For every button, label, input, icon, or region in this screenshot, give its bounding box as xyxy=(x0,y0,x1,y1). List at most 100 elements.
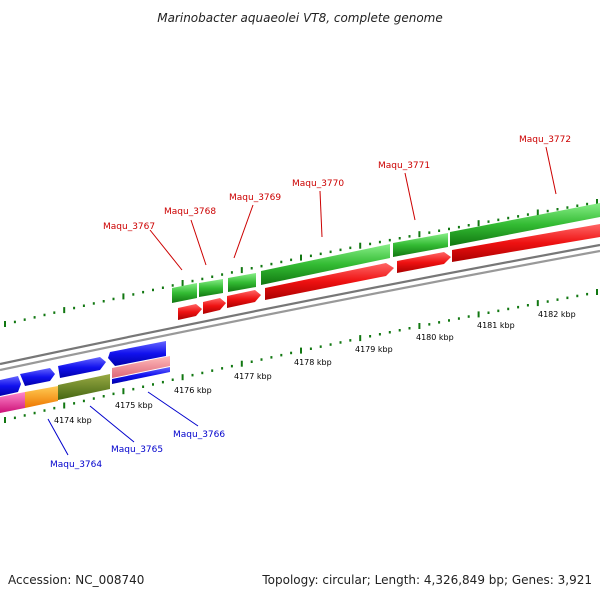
minor-tick xyxy=(369,242,372,246)
gene-block[interactable] xyxy=(172,283,197,303)
gene-block[interactable] xyxy=(203,298,226,314)
minor-tick xyxy=(566,206,569,209)
minor-tick xyxy=(270,356,273,359)
reverse-genes xyxy=(178,224,600,320)
gene-label-maqu-3771[interactable]: Maqu_3771 xyxy=(378,161,430,171)
major-tick xyxy=(240,267,243,274)
gene-label-maqu-3766[interactable]: Maqu_3766 xyxy=(173,430,225,440)
gene-block[interactable] xyxy=(20,368,55,386)
genome-backbone xyxy=(0,243,600,372)
minor-tick xyxy=(221,367,224,370)
minor-tick xyxy=(230,271,233,274)
minor-tick xyxy=(546,300,549,303)
gene-block[interactable] xyxy=(261,244,390,285)
gene-label-maqu-3764[interactable]: Maqu_3764 xyxy=(50,460,102,470)
accession-text: Accession: NC_008740 xyxy=(8,573,145,587)
ruler-label: 4179 kbp xyxy=(355,345,393,354)
minor-tick xyxy=(191,279,194,283)
ruler-label: 4176 kbp xyxy=(174,386,212,395)
minor-tick xyxy=(408,327,411,330)
major-tick xyxy=(4,417,6,423)
minor-tick xyxy=(142,385,145,388)
minor-tick xyxy=(73,306,76,310)
gene-block[interactable] xyxy=(108,341,166,366)
minor-tick xyxy=(408,235,411,238)
gene-block[interactable] xyxy=(112,356,170,378)
minor-tick xyxy=(339,341,342,344)
gene-block[interactable] xyxy=(450,203,600,246)
gene-block[interactable] xyxy=(112,367,170,384)
minor-tick xyxy=(546,209,549,213)
major-tick xyxy=(536,300,539,307)
gene-block[interactable] xyxy=(199,279,223,297)
minor-tick xyxy=(448,319,450,322)
minor-tick xyxy=(53,406,56,410)
gene-block[interactable] xyxy=(25,386,58,408)
minor-tick xyxy=(309,254,312,258)
gene-label-maqu-3772[interactable]: Maqu_3772 xyxy=(519,135,571,145)
minor-tick xyxy=(448,227,450,231)
gene-label-maqu-3768[interactable]: Maqu_3768 xyxy=(164,207,216,217)
minor-tick xyxy=(507,216,510,220)
minor-tick xyxy=(82,399,85,403)
minor-tick xyxy=(211,369,214,372)
gene-label-maqu-3765[interactable]: Maqu_3765 xyxy=(111,445,163,455)
gene-label-maqu-3769[interactable]: Maqu_3769 xyxy=(229,193,281,203)
minor-tick xyxy=(152,383,154,386)
gene-block[interactable] xyxy=(228,273,256,292)
gene-block[interactable] xyxy=(227,290,261,308)
major-tick xyxy=(4,321,6,327)
gene-block[interactable] xyxy=(265,263,394,300)
minor-tick xyxy=(260,358,263,361)
minor-tick xyxy=(43,409,46,412)
minor-tick xyxy=(517,215,520,218)
major-tick xyxy=(240,360,243,367)
major-tick xyxy=(596,289,598,295)
gene-label-maqu-3767[interactable]: Maqu_3767 xyxy=(103,222,155,232)
minor-tick xyxy=(586,292,589,296)
gene-block[interactable] xyxy=(397,252,451,273)
gene-block[interactable] xyxy=(58,374,110,400)
minor-tick xyxy=(319,345,322,348)
minor-tick xyxy=(250,267,253,270)
ruler-labels: 4174 kbp 4175 kbp 4176 kbp 4177 kbp 4178… xyxy=(54,310,576,425)
major-tick xyxy=(181,280,184,286)
minor-tick xyxy=(92,302,95,305)
major-tick xyxy=(63,402,66,409)
minor-tick xyxy=(517,305,520,309)
minor-tick xyxy=(230,364,233,368)
minor-tick xyxy=(171,284,174,287)
minor-tick xyxy=(457,317,460,320)
gene-labels: Maqu_3764 Maqu_3765 Maqu_3766 Maqu_3767 … xyxy=(50,135,571,470)
minor-tick xyxy=(566,296,569,300)
minor-tick xyxy=(23,318,26,321)
minor-tick xyxy=(467,315,470,318)
minor-tick xyxy=(576,294,579,298)
ruler-label: 4181 kbp xyxy=(477,321,515,330)
ruler-label: 4177 kbp xyxy=(234,372,272,381)
minor-tick xyxy=(53,311,56,314)
major-tick xyxy=(359,335,362,342)
gene-block[interactable] xyxy=(393,233,448,257)
minor-tick xyxy=(132,293,135,296)
major-tick xyxy=(300,254,302,261)
gene-block[interactable] xyxy=(0,392,25,413)
gene-label-maqu-3770[interactable]: Maqu_3770 xyxy=(292,179,344,189)
minor-tick xyxy=(329,250,332,254)
minor-tick xyxy=(161,286,164,289)
minor-tick xyxy=(290,351,293,355)
minor-tick xyxy=(586,202,589,206)
minor-tick xyxy=(329,343,332,346)
gene-block[interactable] xyxy=(0,376,21,396)
minor-tick xyxy=(349,339,352,342)
gene-block[interactable] xyxy=(178,304,202,320)
minor-tick xyxy=(467,224,470,227)
minor-tick xyxy=(152,288,154,292)
ruler-label: 4180 kbp xyxy=(416,333,454,342)
minor-tick xyxy=(497,309,500,313)
major-tick xyxy=(63,307,66,314)
gene-block[interactable] xyxy=(58,357,106,378)
gene-block[interactable] xyxy=(452,224,600,262)
